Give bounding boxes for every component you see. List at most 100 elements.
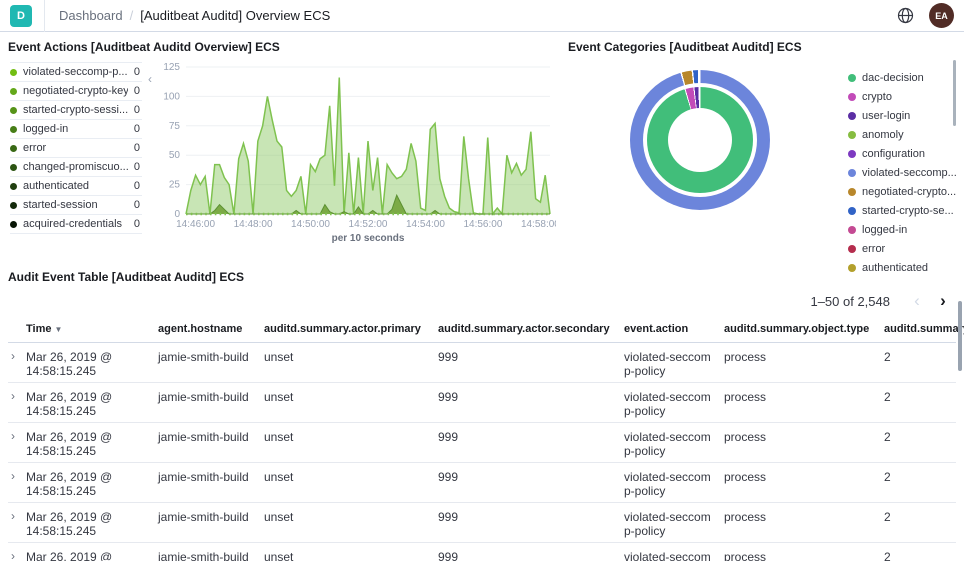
expand-row-chevron-icon[interactable]: › bbox=[11, 509, 15, 523]
legend-label: started-crypto-sessi... bbox=[23, 104, 128, 116]
table-row: › Mar 26, 2019 @ 14:58:15.245 jamie-smith-… bbox=[8, 383, 956, 423]
legend-label: negotiated-crypto... bbox=[862, 185, 957, 198]
table-scrollbar[interactable] bbox=[958, 301, 962, 371]
legend-item-error[interactable]: error 0 bbox=[10, 139, 142, 158]
cell-actor-secondary: 999 bbox=[438, 390, 459, 404]
column-header-auditd-summary[interactable]: auditd.summary bbox=[884, 323, 964, 335]
cell-actor-primary: unset bbox=[264, 550, 294, 561]
cell-summary: 2 bbox=[884, 510, 891, 524]
expand-row-chevron-icon[interactable]: › bbox=[11, 349, 15, 363]
donut-hole bbox=[668, 108, 732, 172]
cell-event-action: violated-seccomp-policy bbox=[624, 390, 711, 418]
legend-label: dac-decision bbox=[862, 71, 924, 84]
cell-actor-secondary: 999 bbox=[438, 470, 459, 484]
legend-item-authenticated[interactable]: authenticated 0 bbox=[10, 177, 142, 196]
dashboard-canvas: Event Actions [Auditbeat Auditd Overview… bbox=[0, 32, 964, 561]
user-avatar[interactable]: EA bbox=[929, 3, 954, 28]
legend-label: changed-promiscuo... bbox=[23, 161, 128, 173]
legend-color-dot bbox=[10, 106, 17, 114]
legend-item-negotiated-crypto-[interactable]: negotiated-crypto... bbox=[848, 182, 956, 201]
legend-value: 0 bbox=[133, 66, 140, 78]
legend-item-started-crypto-sessi-[interactable]: started-crypto-sessi... 0 bbox=[10, 101, 142, 120]
panel-event-categories-title: Event Categories [Auditbeat Auditd] ECS bbox=[568, 40, 802, 54]
table-row: › Mar 26, 2019 @ 14:58:15.245 jamie-smith-… bbox=[8, 343, 956, 383]
svg-text:125: 125 bbox=[163, 62, 180, 73]
legend-label: authenticated bbox=[23, 180, 90, 192]
panel-event-actions: Event Actions [Auditbeat Auditd Overview… bbox=[8, 40, 564, 256]
expand-row-chevron-icon[interactable]: › bbox=[11, 469, 15, 483]
legend-item-user-login[interactable]: user-login bbox=[848, 106, 956, 125]
legend-label: authenticated bbox=[862, 261, 929, 274]
table-row: › Mar 26, 2019 @ 14:58:15.245 jamie-smith-… bbox=[8, 423, 956, 463]
legend-item-acquired-credentials[interactable]: acquired-credentials 0 bbox=[10, 215, 142, 234]
legend-value: 0 bbox=[133, 85, 140, 97]
cell-object-type: process bbox=[724, 350, 767, 364]
svg-text:50: 50 bbox=[169, 150, 181, 161]
legend-item-crypto[interactable]: crypto bbox=[848, 87, 956, 106]
column-header-agent-hostname[interactable]: agent.hostname bbox=[158, 323, 243, 335]
globe-icon[interactable] bbox=[891, 2, 919, 30]
legend-item-configuration[interactable]: configuration bbox=[848, 144, 956, 163]
cell-event-action: violated-seccomp-policy bbox=[624, 510, 711, 538]
legend-item-started-crypto-se-[interactable]: started-crypto-se... bbox=[848, 201, 956, 220]
cell-time: Mar 26, 2019 @ 14:58:15.245 bbox=[26, 430, 113, 458]
legend-value: 0 bbox=[133, 218, 140, 230]
legend-color-dot bbox=[848, 73, 856, 82]
legend-color-dot bbox=[10, 68, 17, 76]
legend-label: logged-in bbox=[862, 223, 908, 236]
legend-item-negotiated-crypto-key[interactable]: negotiated-crypto-key 0 bbox=[10, 82, 142, 101]
breadcrumb-dashboard-link[interactable]: Dashboard bbox=[59, 8, 123, 23]
cell-actor-primary: unset bbox=[264, 390, 294, 404]
cell-agent-hostname: jamie-smith-build bbox=[158, 470, 249, 484]
pagination-next-button[interactable]: › bbox=[940, 291, 946, 310]
pagination-prev-button[interactable]: ‹ bbox=[914, 291, 920, 310]
column-header-auditd-summary-object-type[interactable]: auditd.summary.object.type bbox=[724, 323, 870, 335]
legend-item-error[interactable]: error bbox=[848, 239, 956, 258]
svg-text:25: 25 bbox=[169, 180, 181, 191]
cell-object-type: process bbox=[724, 510, 767, 524]
expand-row-chevron-icon[interactable]: › bbox=[11, 389, 15, 403]
expand-row-chevron-icon[interactable]: › bbox=[11, 549, 15, 561]
legend-label: acquired-credentials bbox=[23, 218, 123, 230]
legend-label: error bbox=[862, 242, 886, 255]
page-title: [Auditbeat Auditd] Overview ECS bbox=[140, 8, 331, 23]
legend-label: negotiated-crypto-key bbox=[23, 85, 128, 97]
legend-item-anomoly[interactable]: anomoly bbox=[848, 125, 956, 144]
legend-collapse-chevron-icon[interactable]: ‹ bbox=[148, 72, 152, 86]
kibana-dashboard-logo[interactable]: D bbox=[10, 4, 32, 27]
legend-item-logged-in[interactable]: logged-in bbox=[848, 220, 956, 239]
legend-item-dac-decision[interactable]: dac-decision bbox=[848, 68, 956, 87]
breadcrumb-separator: / bbox=[129, 8, 134, 23]
cell-object-type: process bbox=[724, 550, 767, 561]
cell-actor-primary: unset bbox=[264, 430, 294, 444]
column-header-event-action[interactable]: event.action bbox=[624, 323, 689, 335]
legend-label: crypto bbox=[862, 90, 892, 103]
column-header-auditd-summary-actor-primary[interactable]: auditd.summary.actor.primary bbox=[264, 323, 421, 335]
legend-item-logged-in[interactable]: logged-in 0 bbox=[10, 120, 142, 139]
expand-row-chevron-icon[interactable]: › bbox=[11, 429, 15, 443]
legend-item-changed-promiscuo-[interactable]: changed-promiscuo... 0 bbox=[10, 158, 142, 177]
legend-color-dot bbox=[10, 182, 17, 190]
legend-item-authenticated[interactable]: authenticated bbox=[848, 258, 956, 277]
legend-item-violated-seccomp-[interactable]: violated-seccomp... bbox=[848, 163, 957, 182]
legend-color-dot bbox=[10, 125, 17, 133]
legend-value: 0 bbox=[133, 142, 140, 154]
cell-object-type: process bbox=[724, 430, 767, 444]
cell-event-action: violated-seccomp-policy bbox=[624, 470, 711, 498]
legend-item-started-session[interactable]: started-session 0 bbox=[10, 196, 142, 215]
cell-agent-hostname: jamie-smith-build bbox=[158, 430, 249, 444]
svg-text:100: 100 bbox=[163, 91, 180, 102]
legend-color-dot bbox=[848, 92, 856, 101]
cell-time: Mar 26, 2019 @ 14:58:15.245 bbox=[26, 470, 113, 498]
legend-item-violated-seccomp-p-[interactable]: violated-seccomp-p... 0 bbox=[10, 63, 142, 82]
legend-color-dot bbox=[848, 187, 856, 196]
table-row: › Mar 26, 2019 @ 14:58:15.245 jamie-smith-… bbox=[8, 463, 956, 503]
column-header-auditd-summary-actor-secondary[interactable]: auditd.summary.actor.secondary bbox=[438, 323, 610, 335]
column-header-Time[interactable]: Time ▼ bbox=[26, 323, 63, 335]
legend-scrollbar[interactable] bbox=[953, 60, 956, 126]
nav-divider bbox=[44, 0, 45, 32]
cell-actor-primary: unset bbox=[264, 350, 294, 364]
event-categories-donut-chart[interactable] bbox=[630, 70, 770, 210]
legend-value: 0 bbox=[133, 161, 140, 173]
cell-actor-secondary: 999 bbox=[438, 510, 459, 524]
